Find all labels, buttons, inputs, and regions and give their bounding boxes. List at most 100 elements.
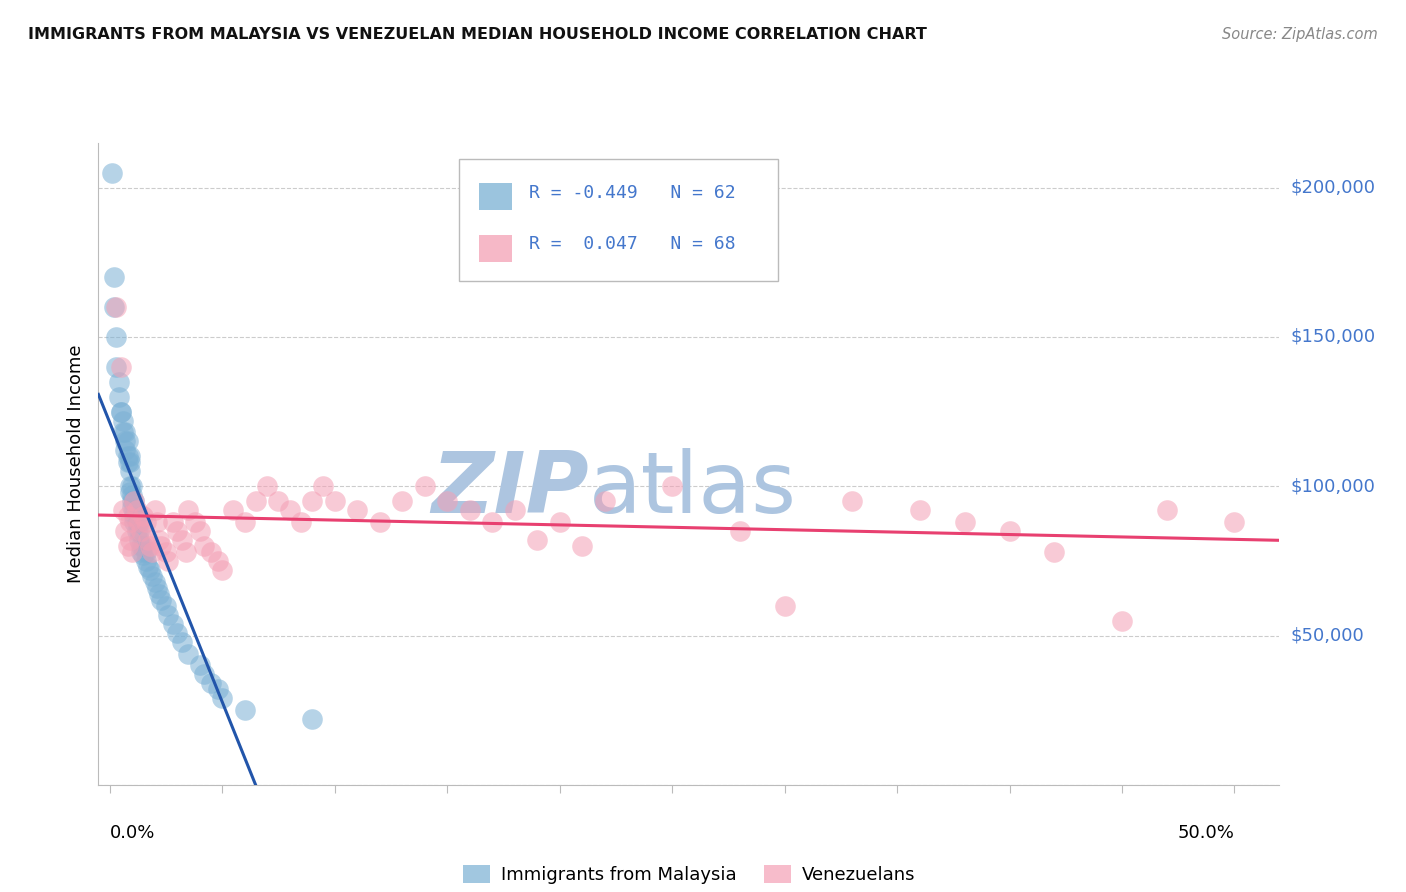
- FancyBboxPatch shape: [458, 159, 778, 281]
- Point: [481, 515, 503, 529]
- Point: [128, 515, 150, 529]
- Point: [773, 599, 796, 613]
- Point: [112, 413, 135, 427]
- Point: [129, 545, 152, 559]
- Legend: Immigrants from Malaysia, Venezuelans: Immigrants from Malaysia, Venezuelans: [456, 858, 922, 891]
- Point: [117, 455, 139, 469]
- Point: [110, 404, 132, 418]
- Point: [233, 515, 256, 529]
- Point: [129, 539, 152, 553]
- Point: [571, 539, 593, 553]
- Text: $50,000: $50,000: [1291, 626, 1364, 645]
- Point: [117, 450, 139, 464]
- Point: [128, 524, 150, 538]
- Point: [117, 434, 139, 449]
- Point: [103, 300, 125, 314]
- Point: [150, 592, 173, 607]
- Text: $200,000: $200,000: [1291, 178, 1375, 196]
- Point: [166, 524, 188, 538]
- Point: [841, 494, 863, 508]
- Point: [143, 574, 166, 589]
- Point: [170, 533, 193, 547]
- Point: [256, 479, 278, 493]
- Point: [155, 599, 177, 613]
- Point: [118, 464, 141, 478]
- Point: [135, 515, 157, 529]
- Text: IMMIGRANTS FROM MALAYSIA VS VENEZUELAN MEDIAN HOUSEHOLD INCOME CORRELATION CHART: IMMIGRANTS FROM MALAYSIA VS VENEZUELAN M…: [28, 27, 927, 42]
- Point: [1111, 614, 1133, 628]
- Y-axis label: Median Household Income: Median Household Income: [67, 344, 86, 583]
- Point: [908, 503, 931, 517]
- Point: [346, 503, 368, 517]
- Point: [125, 515, 148, 529]
- Point: [155, 545, 177, 559]
- Point: [368, 515, 391, 529]
- Point: [121, 479, 143, 493]
- Point: [139, 563, 162, 577]
- Point: [170, 634, 193, 648]
- Point: [121, 545, 143, 559]
- Point: [211, 563, 233, 577]
- Point: [132, 509, 155, 524]
- Point: [278, 503, 301, 517]
- Text: R = -0.449   N = 62: R = -0.449 N = 62: [530, 184, 737, 202]
- Point: [114, 524, 136, 538]
- Point: [118, 479, 141, 493]
- Point: [323, 494, 346, 508]
- Point: [143, 503, 166, 517]
- Point: [526, 533, 548, 547]
- Point: [105, 330, 128, 344]
- FancyBboxPatch shape: [478, 235, 512, 261]
- Text: $150,000: $150,000: [1291, 328, 1375, 346]
- Point: [135, 554, 157, 568]
- Point: [436, 494, 458, 508]
- Point: [110, 404, 132, 418]
- Text: $100,000: $100,000: [1291, 477, 1375, 495]
- Point: [117, 509, 139, 524]
- Point: [118, 455, 141, 469]
- Point: [128, 533, 150, 547]
- Point: [112, 425, 135, 440]
- Point: [166, 625, 188, 640]
- Point: [312, 479, 335, 493]
- Point: [146, 515, 169, 529]
- Point: [174, 545, 197, 559]
- Point: [136, 560, 159, 574]
- Point: [101, 165, 124, 179]
- Point: [146, 581, 169, 595]
- Point: [150, 539, 173, 553]
- Point: [157, 607, 180, 622]
- Point: [661, 479, 683, 493]
- Text: atlas: atlas: [589, 448, 797, 531]
- Point: [233, 703, 256, 717]
- Point: [135, 545, 157, 559]
- Point: [301, 712, 323, 726]
- Point: [148, 533, 170, 547]
- Point: [177, 503, 200, 517]
- Point: [200, 676, 222, 690]
- Point: [301, 494, 323, 508]
- Point: [1223, 515, 1246, 529]
- Point: [141, 545, 163, 559]
- Point: [117, 539, 139, 553]
- Point: [107, 390, 129, 404]
- Point: [124, 503, 146, 517]
- Point: [245, 494, 267, 508]
- Point: [121, 494, 143, 508]
- Point: [105, 359, 128, 374]
- Point: [107, 375, 129, 389]
- Point: [162, 515, 184, 529]
- Point: [162, 616, 184, 631]
- Point: [125, 509, 148, 524]
- Point: [413, 479, 436, 493]
- Point: [124, 515, 146, 529]
- Text: Source: ZipAtlas.com: Source: ZipAtlas.com: [1222, 27, 1378, 42]
- Point: [121, 488, 143, 502]
- Point: [728, 524, 751, 538]
- Point: [211, 691, 233, 706]
- Point: [998, 524, 1021, 538]
- FancyBboxPatch shape: [478, 183, 512, 211]
- Point: [148, 587, 170, 601]
- Point: [184, 515, 207, 529]
- Point: [114, 434, 136, 449]
